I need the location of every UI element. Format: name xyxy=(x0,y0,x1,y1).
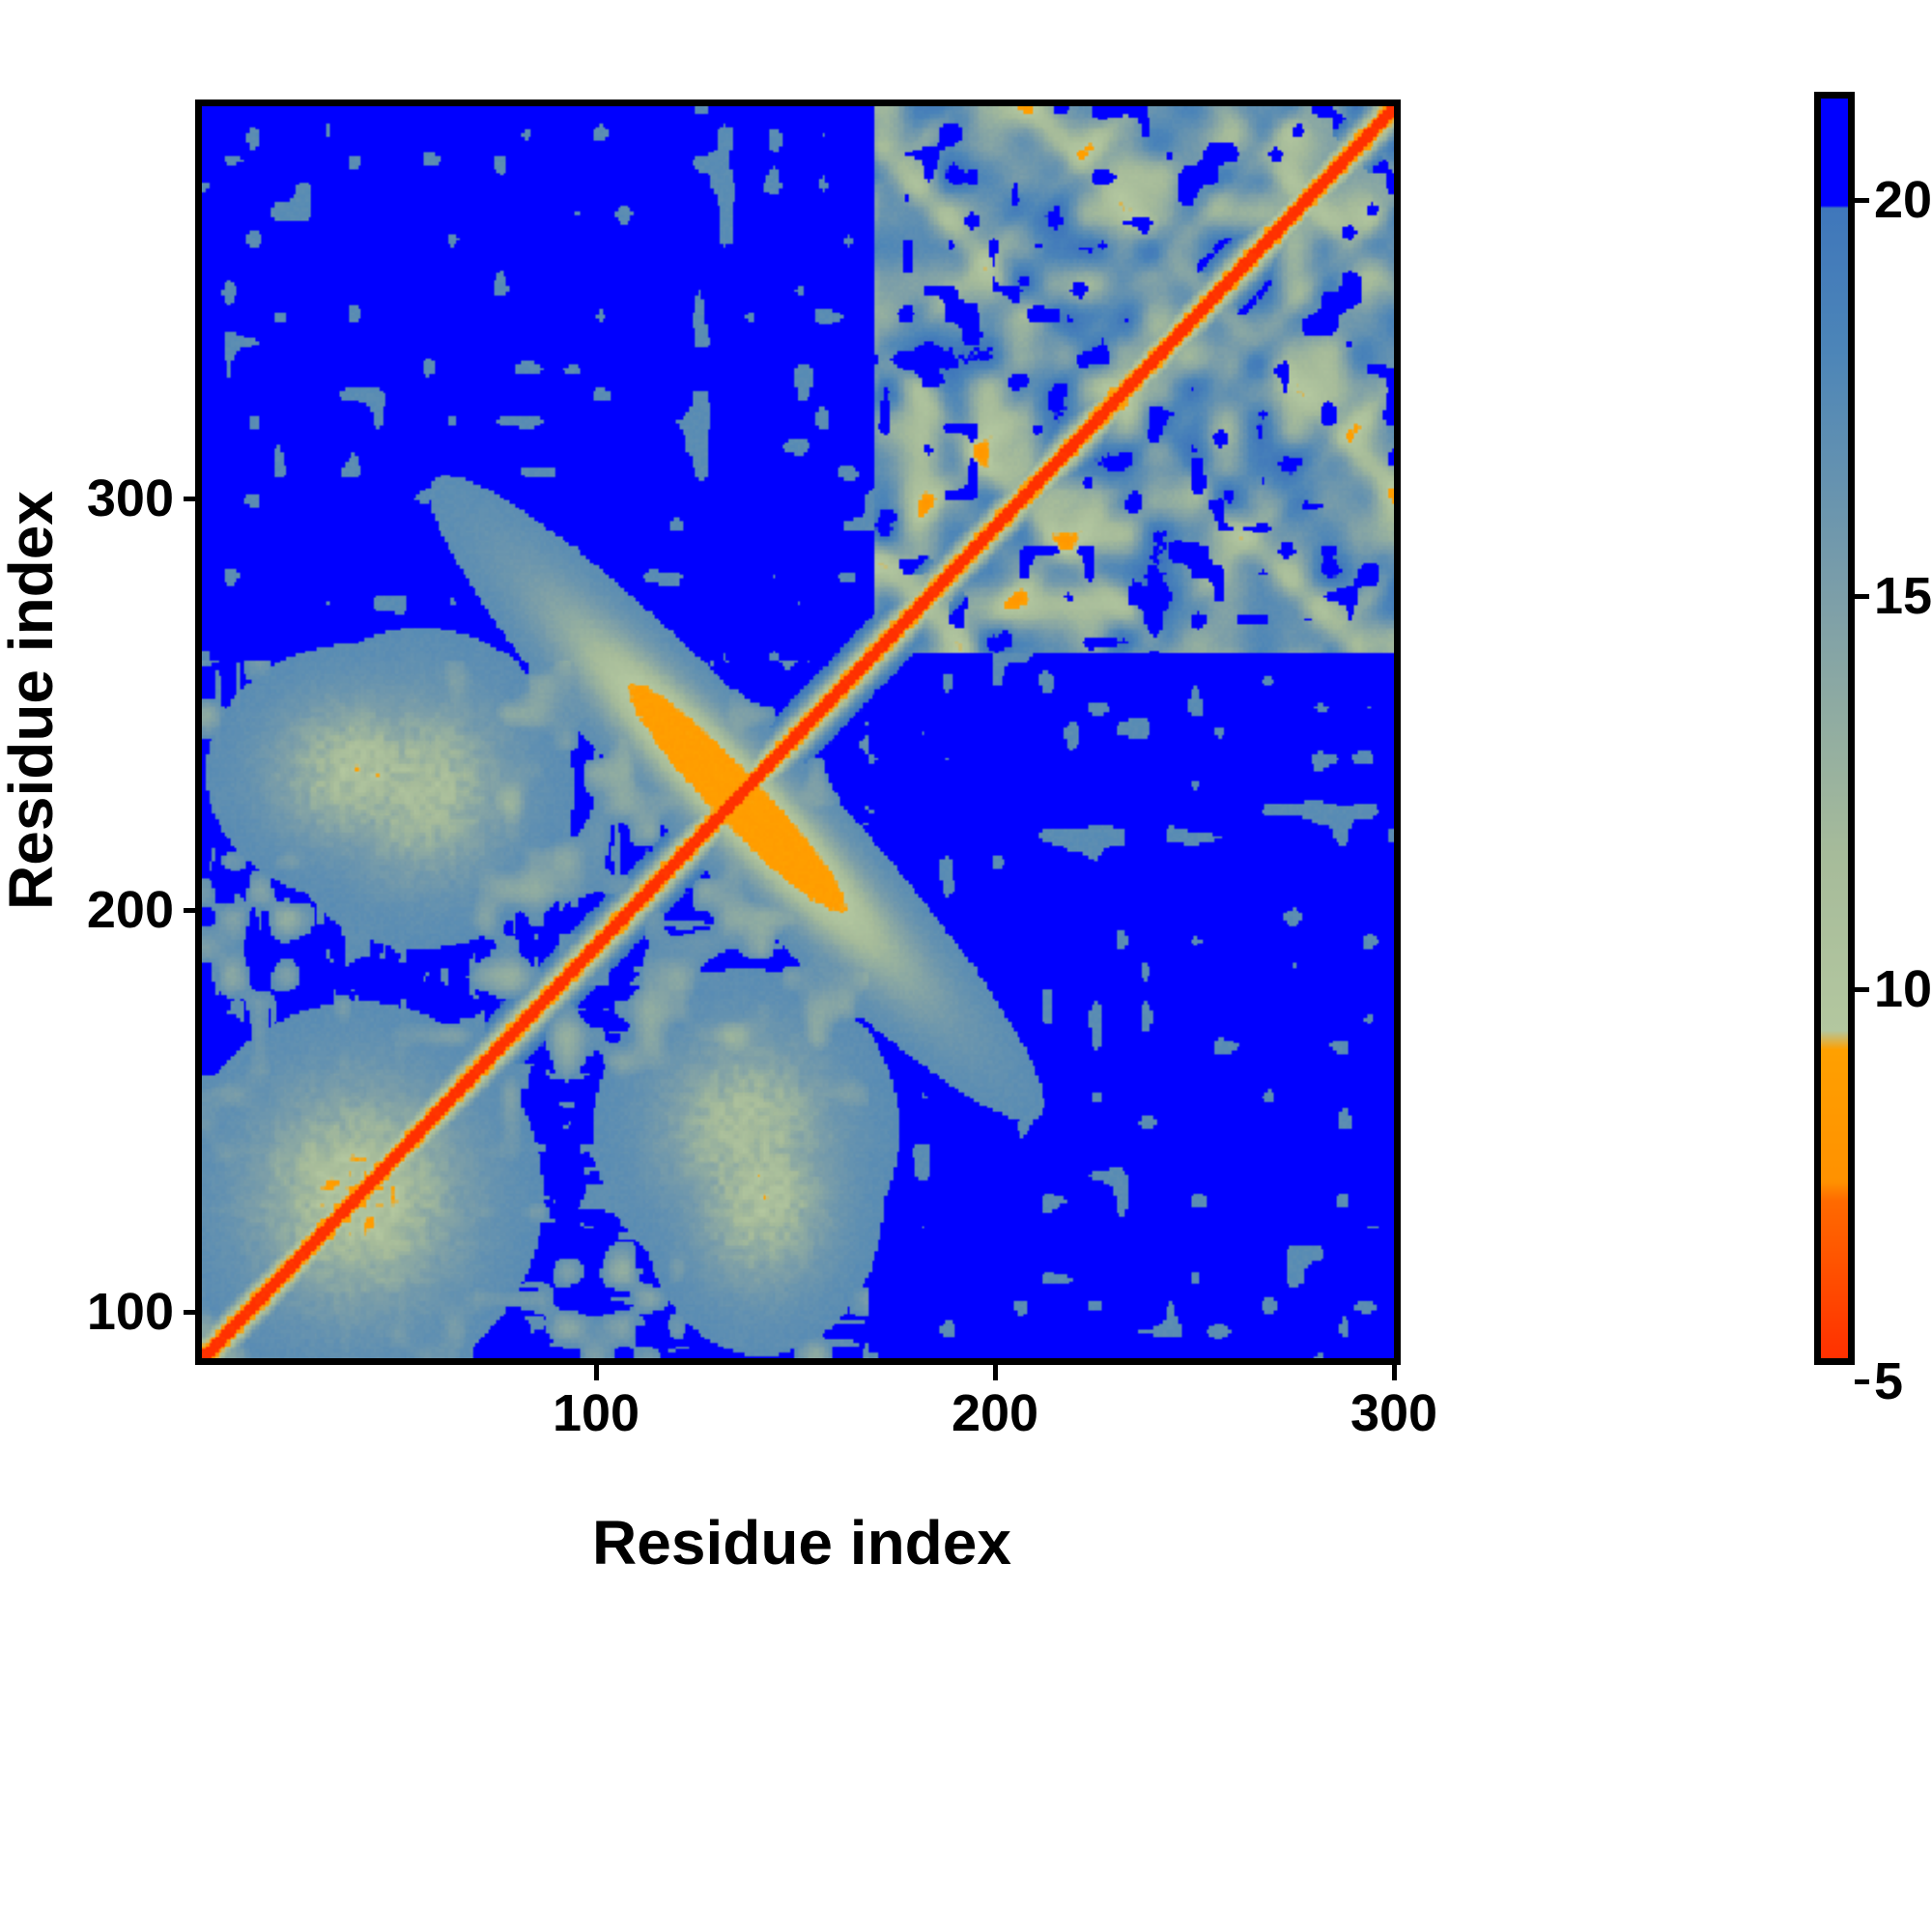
colorbar-frame xyxy=(1814,92,1855,1365)
colorbar-tick-15 xyxy=(1855,594,1869,599)
x-tick-300 xyxy=(1392,1365,1397,1380)
colorbar-label-15: 15 xyxy=(1874,567,1932,625)
x-tick-100 xyxy=(594,1365,599,1380)
x-tick-label-300: 300 xyxy=(1350,1384,1438,1442)
x-tick-label-100: 100 xyxy=(552,1384,640,1442)
colorbar-label-20: 20 xyxy=(1874,171,1932,229)
y-tick-label-100: 100 xyxy=(86,1283,174,1341)
x-tick-label-200: 200 xyxy=(951,1384,1039,1442)
colorbar-tick-20 xyxy=(1855,198,1869,203)
y-tick-100 xyxy=(184,1310,199,1315)
y-axis-title: Residue index xyxy=(0,491,66,910)
x-tick-200 xyxy=(993,1365,998,1380)
colorbar-label-5: 5 xyxy=(1874,1352,1904,1410)
heatmap-canvas xyxy=(202,106,1394,1358)
colorbar-gradient xyxy=(1821,99,1848,1358)
y-tick-300 xyxy=(184,497,199,501)
colorbar-tick-10 xyxy=(1855,987,1869,992)
heatmap-plot-area xyxy=(195,99,1401,1365)
colorbar xyxy=(1814,92,1855,1365)
colorbar-label-10: 10 xyxy=(1874,960,1932,1018)
x-axis-title: Residue index xyxy=(592,1508,1011,1577)
colorbar-tick-5 xyxy=(1855,1379,1869,1384)
y-tick-200 xyxy=(184,908,199,913)
y-tick-label-200: 200 xyxy=(86,881,174,939)
y-tick-label-300: 300 xyxy=(86,469,174,527)
